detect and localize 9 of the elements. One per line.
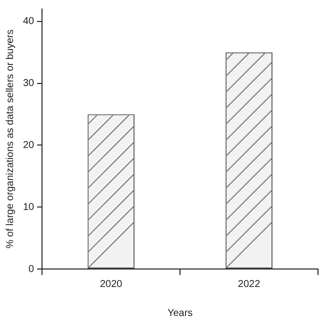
- x-tick-label: 2020: [100, 278, 123, 290]
- y-axis-title: % of large organizations as data sellers or buyers: [4, 29, 16, 249]
- y-tick-label: 30: [23, 78, 35, 90]
- y-tick-label: 40: [23, 16, 35, 28]
- x-axis-title: Years: [167, 308, 193, 319]
- x-tick-label: 2022: [238, 278, 261, 290]
- y-tick-label: 10: [23, 202, 35, 213]
- y-tick-label: 0: [28, 264, 35, 275]
- y-tick-label: 20: [23, 140, 35, 151]
